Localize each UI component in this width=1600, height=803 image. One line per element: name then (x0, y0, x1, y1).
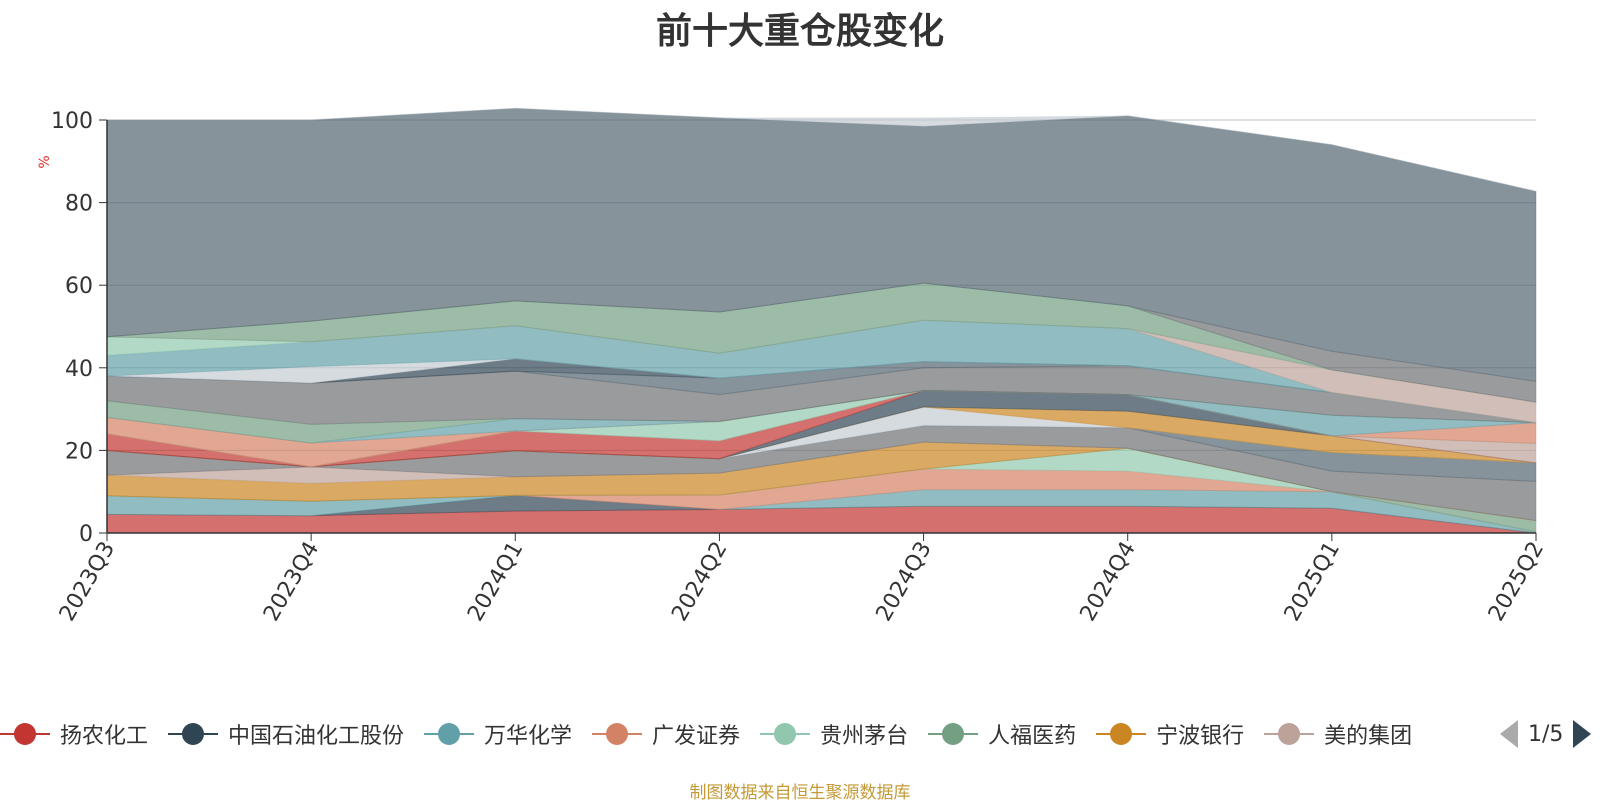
x-tick-label: 2024Q2 (667, 538, 732, 626)
legend-marker-icon (592, 723, 643, 745)
legend-items: 扬农化工 中国石油化工股份 万华化学 广发证券 贵州茅台 人福医药 宁波银行 美的集团 (0, 714, 1480, 754)
legend-marker-icon (1264, 723, 1315, 745)
x-tick-label: 2024Q3 (871, 538, 936, 626)
legend-marker-icon (168, 723, 219, 745)
area-series-8[interactable] (106, 425, 1537, 522)
legend-marker-icon (928, 723, 979, 745)
legend-item[interactable]: 美的集团 (1264, 718, 1412, 750)
y-tick-label: 40 (65, 357, 93, 382)
legend-item[interactable]: 宁波银行 (1096, 718, 1244, 750)
stacked-areas[interactable] (106, 107, 1537, 534)
legend-marker-dot (438, 723, 461, 745)
legend-marker-dot (14, 723, 36, 745)
legend-item[interactable]: 万华化学 (424, 718, 572, 750)
y-axis-unit-label: % (37, 155, 53, 168)
legend-label: 扬农化工 (60, 724, 149, 749)
x-tick-label: 2023Q4 (259, 538, 324, 626)
y-tick-label: 0 (79, 522, 93, 547)
source-note: 制图数据来自恒生聚源数据库 (689, 783, 911, 803)
area-series-13[interactable] (106, 389, 1537, 468)
x-tick-label: 2023Q3 (55, 538, 120, 626)
legend-viewport: 扬农化工 中国石油化工股份 万华化学 广发证券 贵州茅台 人福医药 宁波银行 美的集团 (0, 714, 1480, 754)
legend-marker-icon (1096, 723, 1147, 745)
chart-svg: 0 20 40 60 80 100% 2023Q3 2023Q4 2024Q1 2024Q2 202… (37, 107, 1549, 626)
chart-title: 前十大重仓股变化 (655, 11, 944, 52)
legend-page-indicator: 1/5 (1528, 721, 1564, 747)
area-series-19[interactable] (106, 365, 1537, 425)
legend-marker-dot (942, 723, 965, 745)
x-tick-label: 2024Q1 (463, 538, 528, 626)
x-tick-label: 2025Q2 (1484, 538, 1549, 626)
legend-marker-dot (1278, 723, 1301, 745)
legend-label: 宁波银行 (1156, 724, 1245, 749)
y-tick-label: 100 (51, 109, 93, 134)
legend-label: 美的集团 (1324, 724, 1413, 749)
area-series-5[interactable] (106, 447, 1537, 533)
x-tick-label: 2024Q4 (1076, 538, 1141, 626)
legend-label: 万华化学 (484, 724, 573, 749)
legend-label: 广发证券 (652, 724, 741, 749)
legend-label: 中国石油化工股份 (228, 724, 405, 749)
y-tick-label: 20 (65, 439, 93, 464)
legend-item[interactable]: 贵州茅台 (760, 718, 908, 750)
legend-marker-dot (1110, 723, 1133, 745)
y-tick-label: 60 (65, 274, 93, 299)
y-tick-label: 80 (65, 192, 93, 217)
legend-marker-icon (424, 723, 475, 745)
legend-item[interactable]: 广发证券 (592, 718, 740, 750)
legend-item[interactable]: 人福医药 (928, 718, 1076, 750)
area-series-9[interactable] (106, 425, 1537, 482)
legend-marker-dot (182, 723, 205, 745)
legend-pager: 1/5 (1500, 714, 1600, 754)
legend-item[interactable]: 中国石油化工股份 (168, 718, 404, 750)
legend-marker-dot (606, 723, 629, 745)
legend-label: 贵州茅台 (820, 724, 909, 749)
legend-marker-icon (0, 723, 50, 745)
area-series-28[interactable] (106, 107, 1537, 382)
area-series-29[interactable] (107, 107, 1537, 192)
x-tick-label: 2025Q1 (1280, 538, 1345, 626)
legend-label: 人福医药 (988, 724, 1077, 749)
legend-marker-icon (760, 723, 811, 745)
legend-prev-arrow-icon[interactable] (1500, 720, 1518, 748)
legend-item[interactable]: 扬农化工 (0, 718, 148, 750)
area-series-6[interactable] (106, 441, 1537, 522)
area-series-14[interactable] (106, 389, 1537, 468)
legend: 扬农化工 中国石油化工股份 万华化学 广发证券 贵州茅台 人福医药 宁波银行 美的集团 1/5 (0, 714, 1600, 754)
area-series-25[interactable] (106, 319, 1537, 424)
legend-next-arrow-icon[interactable] (1573, 720, 1592, 748)
legend-marker-dot (774, 723, 797, 745)
area-series-27[interactable] (106, 282, 1537, 403)
